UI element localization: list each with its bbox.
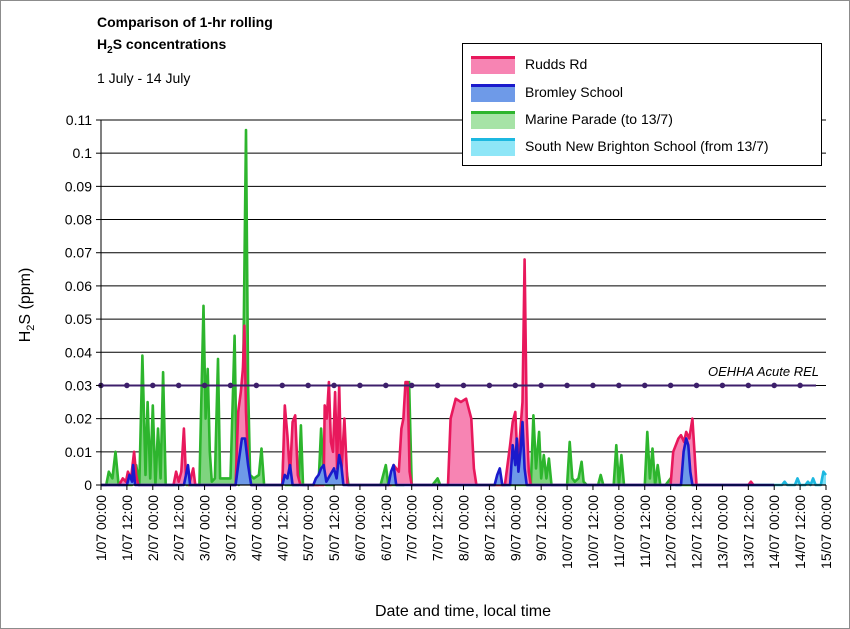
x-tick-label: 13/07 00:00 — [714, 495, 730, 569]
x-tick-label: 6/07 00:00 — [352, 495, 368, 561]
reference-marker — [564, 382, 570, 389]
x-axis-title: Date and time, local time — [375, 603, 551, 620]
x-tick-label: 9/07 00:00 — [507, 495, 523, 561]
y-tick-label: 0.11 — [66, 112, 92, 128]
x-tick-labels: 1/07 00:00 1/07 12:00 2/07 00:00 2/07 12:00… — [93, 495, 834, 569]
series-areas — [101, 128, 828, 487]
legend-label: South New Brighton School (from 13/7) — [525, 138, 769, 154]
x-tick-label: 14/07 12:00 — [792, 495, 808, 569]
y-tick-label: 0.05 — [65, 311, 92, 327]
x-tick-label: 15/07 00:00 — [818, 495, 834, 569]
series-area-0 — [101, 130, 775, 485]
x-tick-label: 2/07 00:00 — [145, 495, 161, 561]
reference-marker — [279, 382, 286, 389]
x-tick-label: 1/07 00:00 — [93, 495, 109, 561]
x-tick-label: 10/07 12:00 — [585, 495, 601, 569]
reference-marker — [538, 382, 544, 389]
reference-marker — [201, 382, 208, 389]
reference-marker — [227, 382, 234, 389]
legend-swatch-bromley-school — [471, 84, 515, 102]
x-tick-label: 9/07 12:00 — [533, 495, 549, 561]
x-tick-label: 13/07 12:00 — [740, 495, 756, 569]
x-tick-label: 7/07 12:00 — [430, 495, 446, 561]
reference-marker — [590, 382, 596, 389]
y-tick-label: 0.08 — [65, 212, 92, 228]
x-tick-label: 7/07 00:00 — [404, 495, 420, 561]
y-tick-label: 0.09 — [65, 178, 92, 194]
reference-marker — [357, 382, 363, 389]
y-tick-label: 0.07 — [65, 245, 92, 261]
y-tick-label: 0 — [84, 477, 92, 493]
x-tick-label: 4/07 00:00 — [248, 495, 264, 561]
x-tick-label: 12/07 12:00 — [689, 495, 705, 569]
x-tick-label: 8/07 12:00 — [481, 495, 497, 561]
legend-label: Bromley School — [525, 84, 624, 100]
x-tick-label: 5/07 12:00 — [326, 495, 342, 561]
x-tick-label: 14/07 00:00 — [766, 495, 782, 569]
reference-marker — [331, 382, 337, 389]
y-tick-label: 0.01 — [65, 444, 92, 460]
reference-marker — [149, 382, 156, 389]
y-tick-label: 0.03 — [65, 377, 92, 393]
y-tick-labels: 0 0.01 0.02 0.03 0.04 0.05 0.06 0.07 0.08 0.09 0.1… — [65, 112, 92, 493]
reference-marker — [305, 382, 311, 389]
reference-marker — [745, 382, 752, 389]
axes — [96, 119, 827, 490]
y-tick-label: 0.1 — [73, 145, 93, 161]
reference-marker — [797, 382, 803, 389]
reference-marker — [383, 382, 389, 389]
legend-swatch-marine-parade — [471, 111, 515, 129]
legend-label: Rudds Rd — [525, 56, 588, 72]
chart-subtitle: 1 July - 14 July — [97, 70, 191, 86]
reference-marker — [175, 382, 182, 389]
reference-line — [98, 382, 816, 389]
legend: Rudds Rd Bromley School Marine Parade (t… — [462, 43, 822, 166]
legend-swatch-south-new-brighton — [471, 138, 515, 156]
x-tick-label: 10/07 00:00 — [559, 495, 575, 569]
y-tick-label: 0.02 — [65, 411, 92, 427]
reference-line-label: OEHHA Acute REL — [708, 364, 820, 379]
chart-title-line2: H2S concentrations — [97, 36, 227, 56]
series-line-3 — [774, 470, 828, 487]
x-tick-label: 11/07 12:00 — [637, 495, 653, 568]
reference-marker — [512, 382, 519, 389]
legend-label: Marine Parade (to 13/7) — [525, 111, 673, 127]
x-tick-label: 3/07 12:00 — [223, 495, 239, 561]
reference-marker — [667, 382, 674, 389]
reference-marker — [408, 382, 415, 389]
y-axis-title: H2S (ppm) — [17, 268, 37, 343]
x-tick-label: 2/07 12:00 — [171, 495, 187, 561]
x-tick-label: 8/07 00:00 — [456, 495, 472, 561]
legend-swatch-rudds-rd — [471, 56, 515, 74]
reference-marker — [616, 382, 622, 389]
x-tick-label: 5/07 00:00 — [300, 495, 316, 561]
reference-marker — [641, 382, 648, 389]
reference-marker — [253, 382, 260, 389]
y-tick-label: 0.04 — [65, 344, 92, 360]
reference-marker — [124, 382, 130, 389]
x-tick-label: 1/07 12:00 — [119, 495, 135, 561]
y-tick-label: 0.06 — [65, 278, 92, 294]
x-tick-label: 11/07 00:00 — [611, 495, 627, 568]
reference-marker — [486, 382, 493, 389]
reference-marker — [771, 382, 778, 389]
x-tick-label: 12/07 00:00 — [663, 495, 679, 569]
reference-marker — [693, 382, 700, 389]
reference-marker — [719, 382, 726, 389]
x-tick-label: 6/07 12:00 — [378, 495, 394, 561]
chart-title: Comparison of 1-hr rolling — [97, 14, 273, 30]
x-tick-label: 3/07 00:00 — [197, 495, 213, 561]
reference-marker — [434, 382, 441, 389]
reference-marker — [460, 382, 467, 389]
x-tick-label: 4/07 12:00 — [274, 495, 290, 561]
